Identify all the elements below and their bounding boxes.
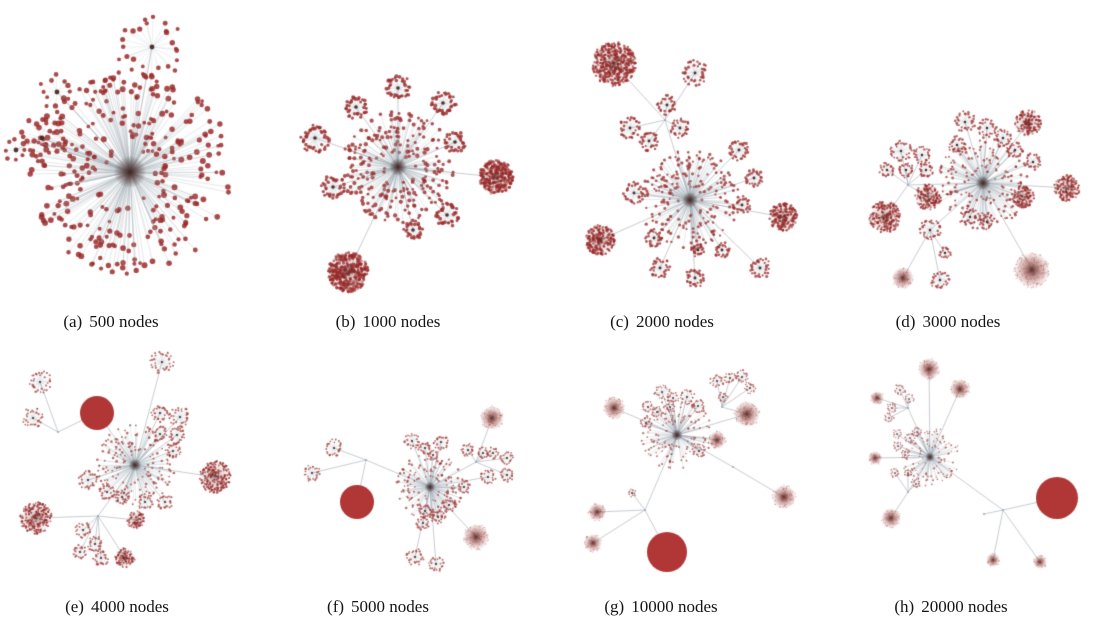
caption-index: (e) — [65, 597, 84, 616]
caption-index: (h) — [894, 597, 915, 616]
caption-text: 500 nodes — [89, 312, 159, 331]
caption-index: (g) — [604, 597, 625, 616]
caption-index: (a) — [63, 312, 83, 331]
caption-panel-h: (h) 20000 nodes — [851, 597, 1051, 617]
caption-panel-b: (b) 1000 nodes — [288, 312, 488, 332]
caption-panel-g: (g) 10000 nodes — [561, 597, 761, 617]
caption-panel-a: (a) 500 nodes — [11, 312, 211, 332]
caption-text: 10000 nodes — [631, 597, 718, 616]
caption-panel-d: (d) 3000 nodes — [848, 312, 1048, 332]
caption-text: 5000 nodes — [351, 597, 429, 616]
caption-panel-c: (c) 2000 nodes — [562, 312, 762, 332]
caption-text: 3000 nodes — [922, 312, 1001, 331]
caption-text: 20000 nodes — [921, 597, 1008, 616]
caption-text: 4000 nodes — [90, 597, 169, 616]
caption-text: 1000 nodes — [362, 312, 441, 331]
caption-index: (f) — [327, 597, 345, 616]
caption-index: (d) — [895, 312, 916, 331]
caption-panel-f: (f) 5000 nodes — [278, 597, 478, 617]
caption-index: (b) — [335, 312, 356, 331]
caption-index: (c) — [610, 312, 629, 331]
caption-panel-e: (e) 4000 nodes — [17, 597, 217, 617]
caption-text: 2000 nodes — [635, 312, 714, 331]
